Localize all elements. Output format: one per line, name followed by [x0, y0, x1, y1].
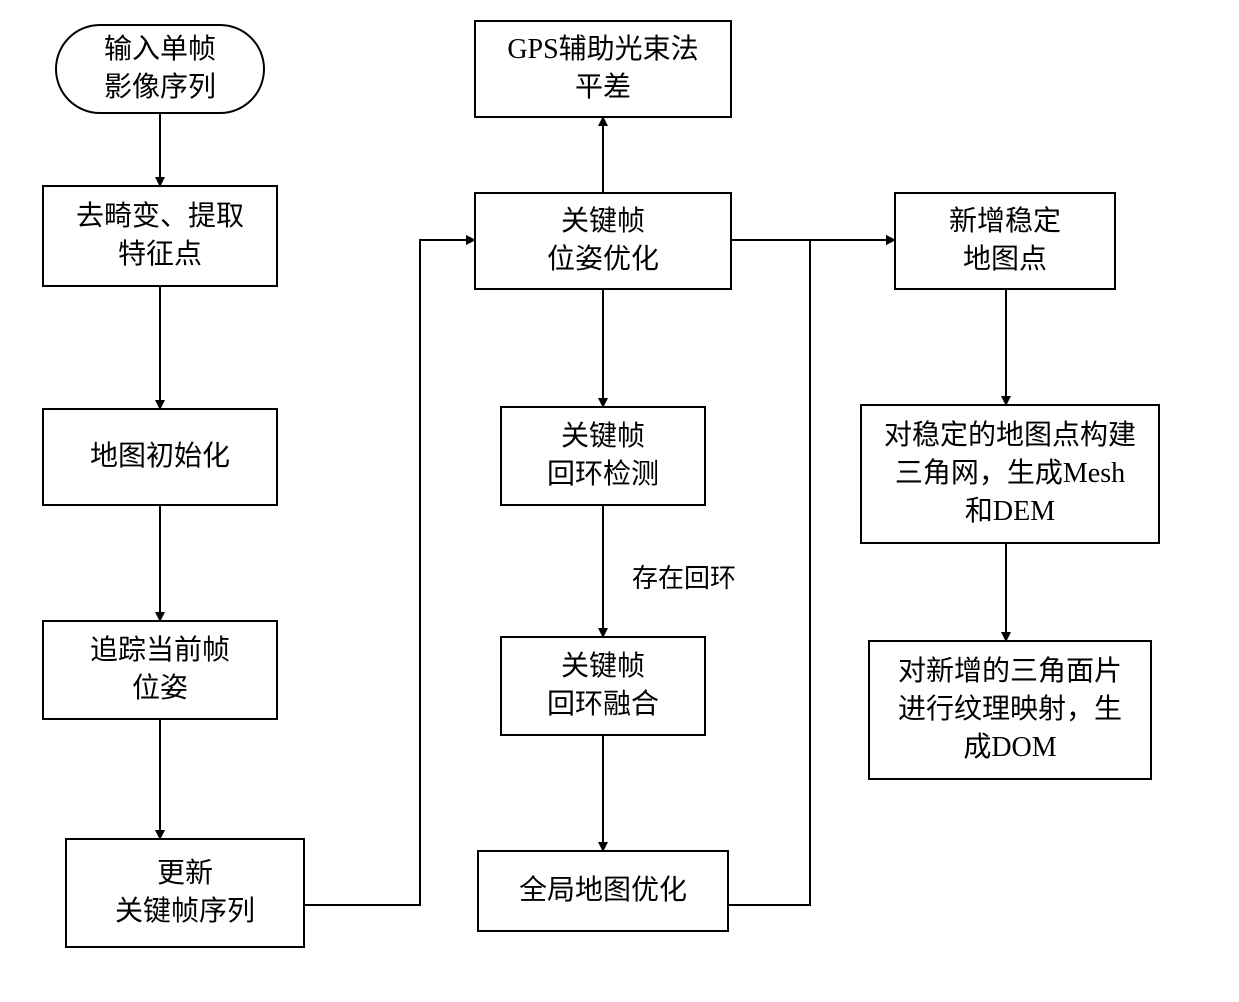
node-undistort: 去畸变、提取 特征点 [42, 185, 278, 287]
edge-label-loop-exists: 存在回环 [630, 558, 738, 595]
node-gps-ba: GPS辅助光束法 平差 [474, 20, 732, 118]
node-add-stable-pts: 新增稳定 地图点 [894, 192, 1116, 290]
node-texture-dom: 对新增的三角面片 进行纹理映射，生 成DOM [868, 640, 1152, 780]
node-loop-fuse: 关键帧 回环融合 [500, 636, 706, 736]
edge-arrow [729, 240, 894, 905]
node-kf-pose-opt: 关键帧 位姿优化 [474, 192, 732, 290]
node-loop-detect: 关键帧 回环检测 [500, 406, 706, 506]
node-track-pose: 追踪当前帧 位姿 [42, 620, 278, 720]
node-start: 输入单帧 影像序列 [55, 24, 265, 114]
node-mesh-dem: 对稳定的地图点构建 三角网，生成Mesh 和DEM [860, 404, 1160, 544]
edge-arrow [305, 240, 474, 905]
node-map-init: 地图初始化 [42, 408, 278, 506]
node-global-opt: 全局地图优化 [477, 850, 729, 932]
node-update-keyframes: 更新 关键帧序列 [65, 838, 305, 948]
